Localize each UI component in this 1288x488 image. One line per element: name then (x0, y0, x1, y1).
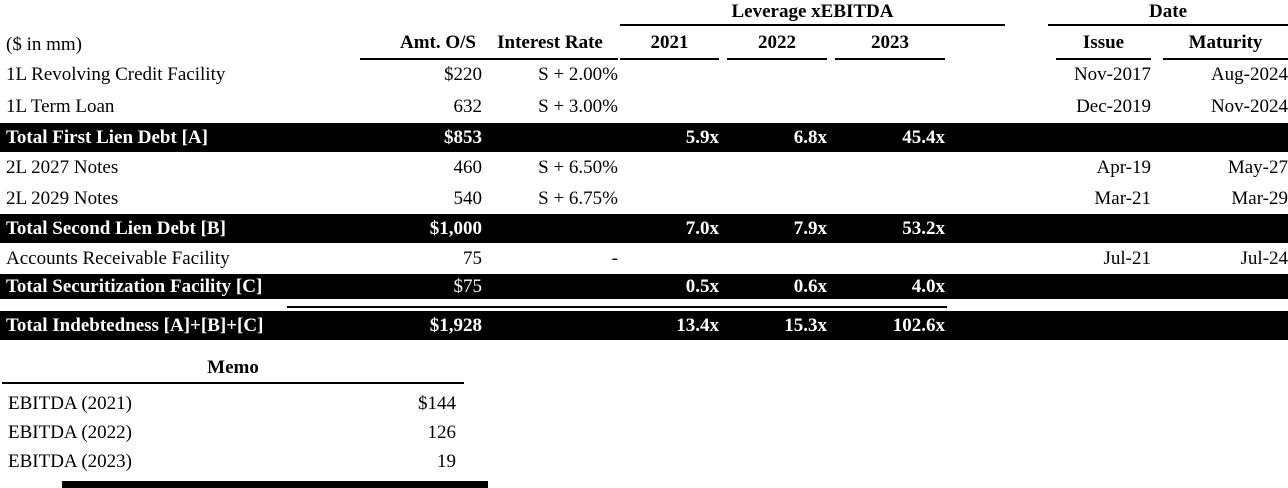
issue-date: Apr-19 (1096, 156, 1152, 178)
col-header-2022: 2022 (727, 28, 827, 60)
leverage-2021: 13.4x (676, 314, 719, 336)
total-row-label: Total Second Lien Debt [B] (6, 217, 226, 239)
leverage-2023: 53.2x (902, 217, 945, 239)
row-label: 2L 2027 Notes (6, 156, 119, 178)
sum-rule-line (287, 306, 947, 308)
row-2l-2027-notes: 2L 2027 Notes 460 S + 6.50% Apr-19 May-2… (0, 152, 1288, 183)
row-1l-term-loan: 1L Term Loan 632 S + 3.00% Dec-2019 Nov-… (0, 90, 1288, 123)
leverage-2022: 7.9x (793, 217, 827, 239)
amt-outstanding: $1,000 (429, 217, 482, 239)
row-accounts-receivable-facility: Accounts Receivable Facility 75 - Jul-21… (0, 243, 1288, 274)
unit-label: ($ in mm) (6, 34, 82, 55)
amt-outstanding: 540 (453, 187, 483, 209)
amt-outstanding: $1,928 (429, 314, 482, 336)
memo-value: $144 (418, 393, 456, 414)
col-header-amt: Amt. O/S (360, 28, 482, 60)
interest-rate: S + 2.00% (538, 64, 618, 85)
maturity-date: Nov-2024 (1210, 95, 1288, 117)
col-header-2023: 2023 (835, 28, 945, 60)
leverage-2022: 0.6x (793, 275, 827, 297)
total-row-label: Total Securitization Facility [C] (6, 275, 263, 297)
total-row-label: Total First Lien Debt [A] (6, 126, 208, 148)
memo-value: 19 (437, 451, 456, 472)
cutoff-black-bar (62, 481, 488, 488)
row-2l-2029-notes: 2L 2029 Notes 540 S + 6.75% Mar-21 Mar-2… (0, 183, 1288, 214)
leverage-group-header: Leverage xEBITDA (620, 0, 1005, 26)
issue-date: Nov-2017 (1073, 64, 1151, 85)
group-header-row: Leverage xEBITDA Date (0, 0, 1288, 26)
debt-schedule-table: Leverage xEBITDA Date ($ in mm) Amt. O/S… (0, 0, 1288, 340)
issue-date: Dec-2019 (1076, 95, 1151, 117)
leverage-2021: 0.5x (685, 275, 719, 297)
leverage-2021: 7.0x (685, 217, 719, 239)
memo-section: Memo EBITDA (2021) $144 EBITDA (2022) 12… (2, 356, 464, 476)
amt-outstanding: 75 (463, 247, 482, 269)
memo-label: EBITDA (2021) (8, 393, 133, 414)
memo-label: EBITDA (2022) (8, 422, 133, 443)
interest-rate: S + 6.75% (538, 187, 618, 209)
amt-outstanding: 460 (453, 156, 483, 178)
maturity-date: May-27 (1227, 156, 1288, 178)
column-header-row: ($ in mm) Amt. O/S Interest Rate 2021 20… (0, 26, 1288, 60)
memo-label: EBITDA (2023) (8, 451, 133, 472)
col-header-maturity: Maturity (1163, 28, 1288, 60)
amt-outstanding: 632 (453, 95, 483, 117)
memo-row-ebitda-2022: EBITDA (2022) 126 (2, 418, 464, 447)
total-row-label: Total Indebtedness [A]+[B]+[C] (6, 314, 264, 336)
memo-title: Memo (2, 356, 464, 384)
maturity-date: Aug-2024 (1210, 64, 1288, 85)
interest-rate: S + 6.50% (538, 156, 618, 178)
row-label: 1L Revolving Credit Facility (6, 64, 226, 85)
interest-rate: - (611, 247, 618, 269)
amt-outstanding: $853 (444, 126, 482, 148)
interest-rate: S + 3.00% (538, 95, 618, 117)
leverage-2023: 4.0x (911, 275, 945, 297)
leverage-2023: 102.6x (892, 314, 945, 336)
leverage-2022: 15.3x (784, 314, 827, 336)
maturity-date: Mar-29 (1231, 187, 1288, 209)
amt-outstanding: $220 (444, 64, 482, 85)
date-group-header-cell: Date (1048, 0, 1288, 26)
leverage-2023: 45.4x (902, 126, 945, 148)
row-1l-revolving-credit-facility: 1L Revolving Credit Facility $220 S + 2.… (0, 60, 1288, 90)
leverage-group-header-cell: Leverage xEBITDA (618, 0, 1048, 26)
row-label: 1L Term Loan (6, 95, 115, 117)
spacer-row (0, 299, 1288, 311)
row-total-first-lien-debt: Total First Lien Debt [A] $853 5.9x 6.8x… (0, 123, 1288, 152)
issue-date: Mar-21 (1094, 187, 1151, 209)
row-label: 2L 2029 Notes (6, 187, 119, 209)
memo-value: 126 (427, 422, 457, 443)
memo-row-ebitda-2023: EBITDA (2023) 19 (2, 447, 464, 476)
amt-outstanding: $75 (453, 275, 483, 297)
issue-date: Jul-21 (1103, 247, 1152, 269)
row-label: Accounts Receivable Facility (6, 247, 230, 269)
row-total-indebtedness: Total Indebtedness [A]+[B]+[C] $1,928 13… (0, 311, 1288, 340)
maturity-date: Jul-24 (1240, 247, 1288, 269)
row-total-securitization-facility: Total Securitization Facility [C] $75 0.… (0, 274, 1288, 299)
row-total-second-lien-debt: Total Second Lien Debt [B] $1,000 7.0x 7… (0, 214, 1288, 243)
memo-row-ebitda-2021: EBITDA (2021) $144 (2, 389, 464, 418)
leverage-2022: 6.8x (793, 126, 827, 148)
leverage-2021: 5.9x (685, 126, 719, 148)
date-group-header: Date (1048, 0, 1288, 26)
col-header-2021: 2021 (620, 28, 719, 60)
col-header-rate: Interest Rate (482, 28, 618, 60)
col-header-issue: Issue (1056, 28, 1151, 60)
